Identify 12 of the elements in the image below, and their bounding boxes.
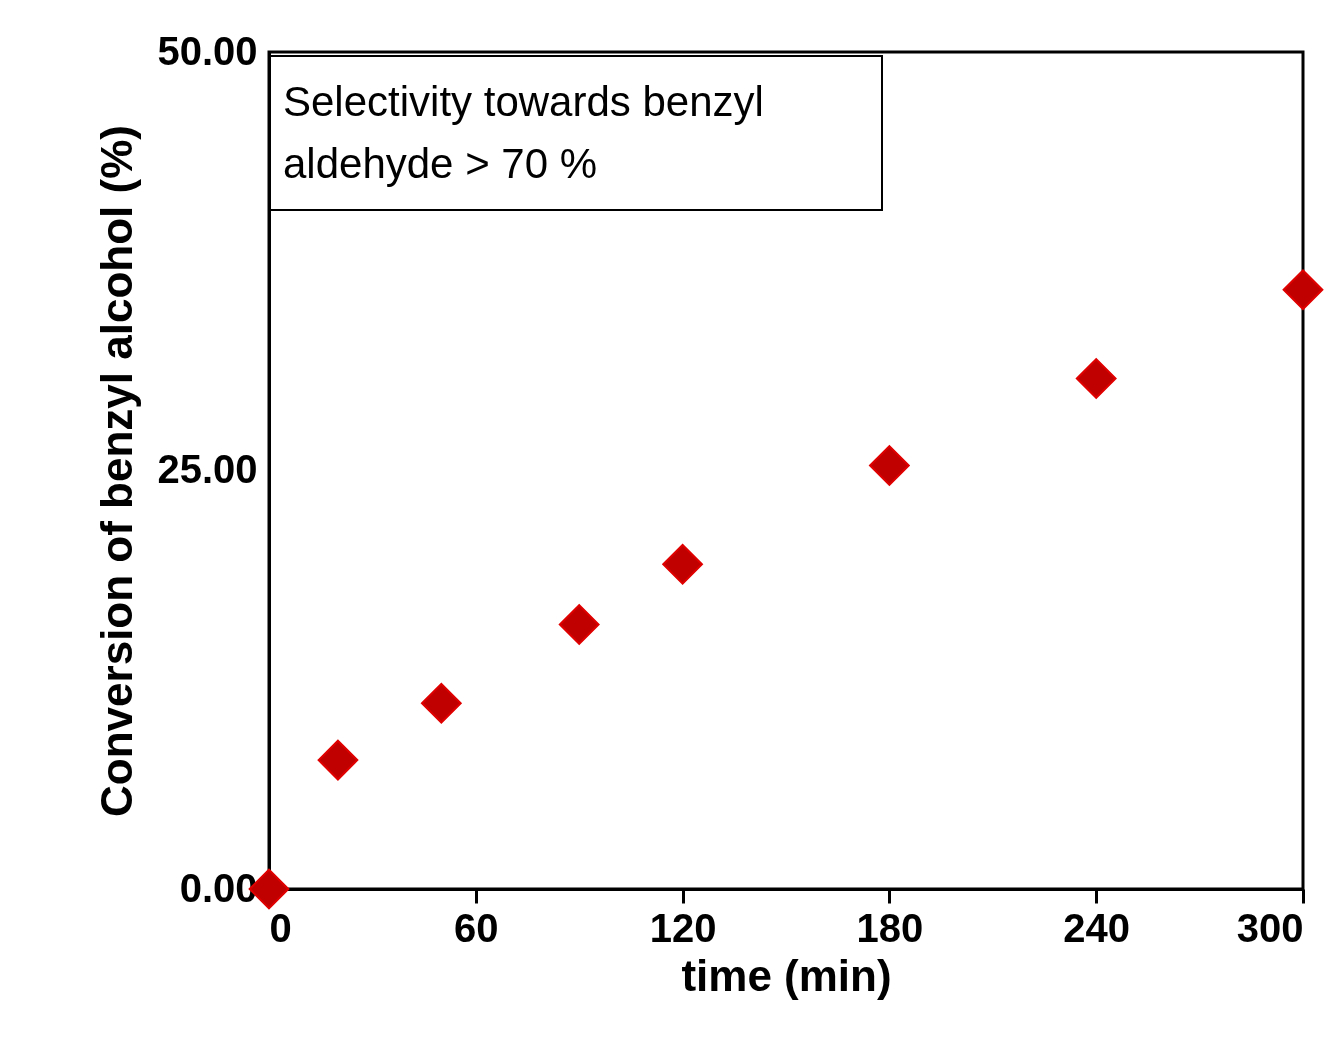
x-tick-label: 180 (856, 905, 924, 950)
x-tick-label: 0 (269, 905, 292, 950)
x-tick-label: 240 (1063, 905, 1131, 950)
x-tick-label: 300 (1236, 905, 1304, 950)
x-tick-label: 60 (454, 905, 499, 950)
y-tick-label: 50.00 (157, 28, 258, 73)
x-axis-title: time (min) (681, 950, 892, 1000)
y-tick-label: 25.00 (157, 447, 258, 491)
annotation: Selectivity towards benzyl aldehyde > 70 % (269, 55, 883, 211)
y-tick-label: 0.00 (179, 865, 258, 910)
x-tick-label: 120 (649, 905, 717, 950)
y-axis-title: Conversion of benzyl alcohol (%) (92, 125, 142, 817)
